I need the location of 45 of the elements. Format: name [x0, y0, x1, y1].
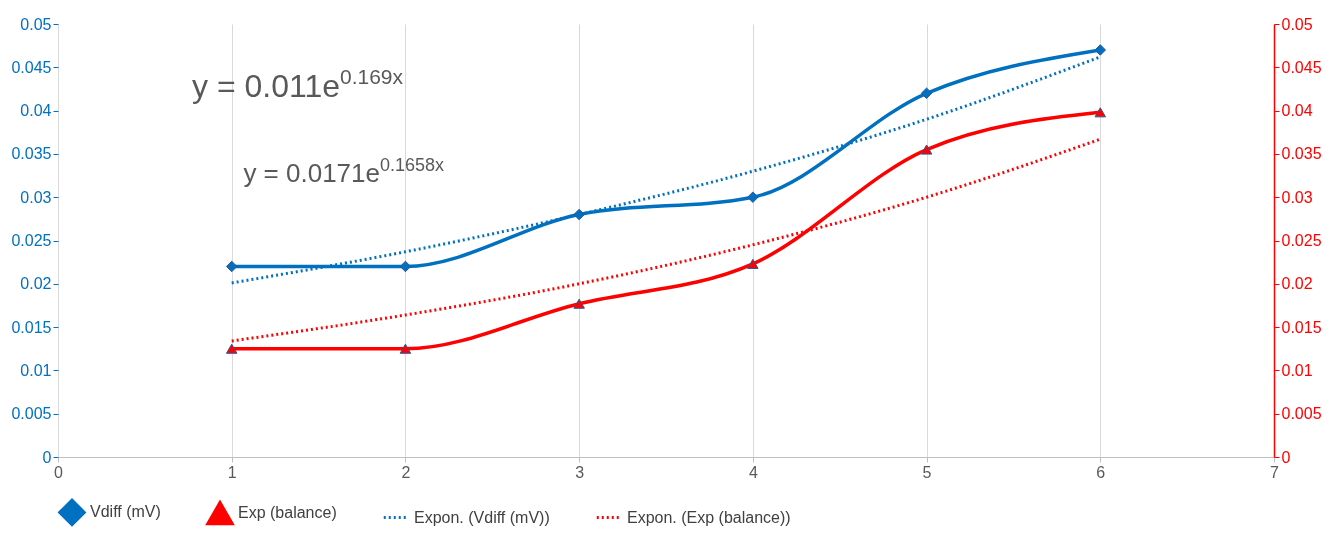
point [1094, 107, 1107, 118]
x-tick-label: 0 [54, 463, 64, 481]
x-tick-label: 1 [227, 463, 237, 481]
y2-tick-label: 0 [1281, 448, 1291, 466]
y2-tick-label: 0.015 [1281, 318, 1322, 336]
point [747, 191, 759, 203]
y-tick-label: 0.05 [20, 15, 52, 33]
point [920, 87, 933, 100]
y-tick-label: 0 [42, 448, 52, 466]
legend-label: Expon. (Vdiff (mV)) [414, 508, 550, 526]
y-tick-label: 0.03 [20, 188, 52, 206]
y-tick-label: 0.04 [20, 102, 52, 120]
point [225, 343, 238, 354]
point [920, 144, 933, 155]
x-tick-label: 2 [401, 463, 411, 481]
y2-tick-label: 0.035 [1281, 145, 1322, 163]
point [747, 258, 759, 269]
y2-tick-label: 0.03 [1281, 188, 1313, 206]
y2-tick-label: 0.01 [1281, 361, 1313, 379]
y-tick-label: 0.045 [11, 58, 52, 76]
y-tick-label: 0.015 [11, 318, 52, 336]
x-tick-label: 3 [575, 463, 585, 481]
legend-label: Exp (balance) [238, 504, 337, 522]
y-tick-label: 0.01 [20, 361, 52, 379]
y-tick-label: 0.025 [11, 232, 52, 249]
x-tick-label: 7 [1270, 463, 1280, 481]
y2-tick-label: 0.045 [1281, 58, 1322, 76]
legend-label: Expon. (Exp (balance)) [627, 508, 791, 526]
y2-tick-label: 0.05 [1281, 15, 1313, 33]
point [573, 298, 585, 309]
x-tick-label: 5 [922, 463, 932, 481]
point [1094, 44, 1107, 56]
y2-tick-label: 0.04 [1281, 102, 1313, 120]
y2-tick-label: 0.02 [1281, 275, 1313, 293]
y2-tick-label: 0.025 [1281, 232, 1322, 249]
y-tick-label: 0.02 [20, 275, 52, 293]
y-tick-label: 0.035 [11, 145, 52, 163]
point [225, 260, 238, 273]
x-tick-label: 4 [748, 463, 758, 481]
y2-tick-label: 0.005 [1281, 405, 1322, 423]
y-tick-label: 0.005 [11, 405, 52, 423]
point [399, 260, 412, 273]
x-tick-label: 6 [1096, 463, 1106, 481]
legend-label: Vdiff (mV) [90, 503, 161, 521]
point [399, 343, 412, 354]
